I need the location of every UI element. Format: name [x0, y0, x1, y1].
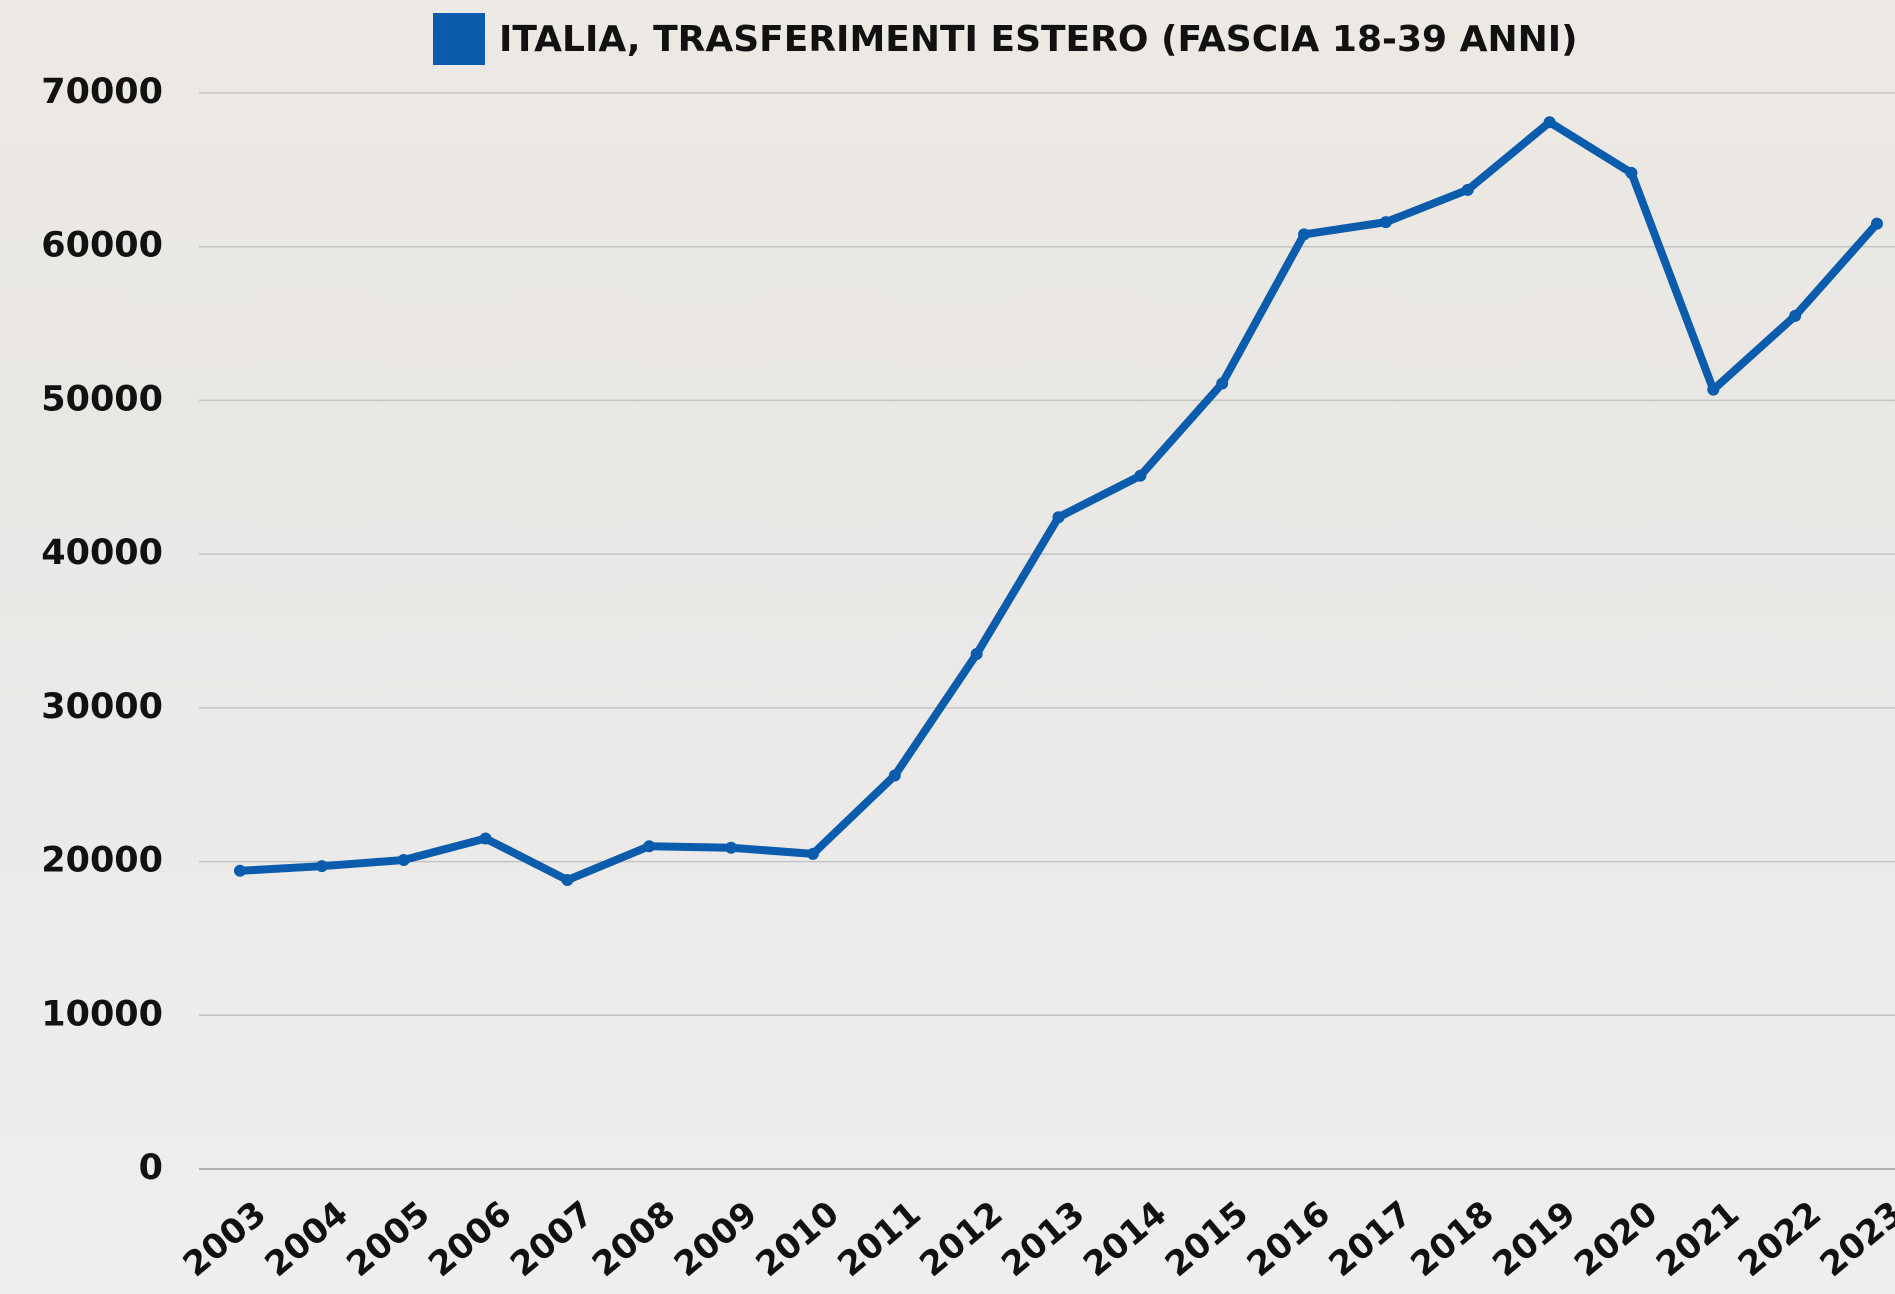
data-point: [397, 854, 410, 867]
y-tick-label: 10000: [41, 994, 163, 1034]
y-tick-label: 0: [139, 1148, 163, 1188]
y-tick-label: 50000: [41, 379, 163, 419]
y-tick-label: 60000: [41, 226, 163, 266]
data-point: [479, 832, 492, 845]
y-tick-label: 40000: [41, 533, 163, 573]
y-tick-label: 70000: [41, 72, 163, 112]
data-point: [1461, 183, 1474, 196]
data-point: [1625, 166, 1638, 179]
data-point: [1871, 217, 1883, 230]
data-point: [1216, 377, 1229, 390]
legend-label: ITALIA, TRASFERIMENTI ESTERO (FASCIA 18-…: [499, 19, 1578, 60]
data-point: [1789, 309, 1802, 322]
data-point: [888, 769, 901, 782]
legend: ITALIA, TRASFERIMENTI ESTERO (FASCIA 18-…: [433, 13, 1578, 65]
data-point: [643, 840, 656, 853]
data-point: [1543, 116, 1556, 129]
data-point: [1052, 511, 1065, 524]
data-point: [1134, 469, 1147, 482]
data-point: [1379, 216, 1392, 229]
data-point: [315, 860, 328, 873]
data-point: [970, 648, 983, 661]
y-tick-label: 20000: [41, 841, 163, 881]
legend-swatch: [433, 13, 485, 65]
data-point: [561, 874, 574, 887]
data-point: [234, 864, 246, 877]
y-tick-label: 30000: [41, 687, 163, 727]
data-point: [725, 841, 738, 854]
data-point: [1298, 228, 1311, 241]
data-point: [806, 847, 819, 860]
data-point: [1707, 383, 1720, 396]
